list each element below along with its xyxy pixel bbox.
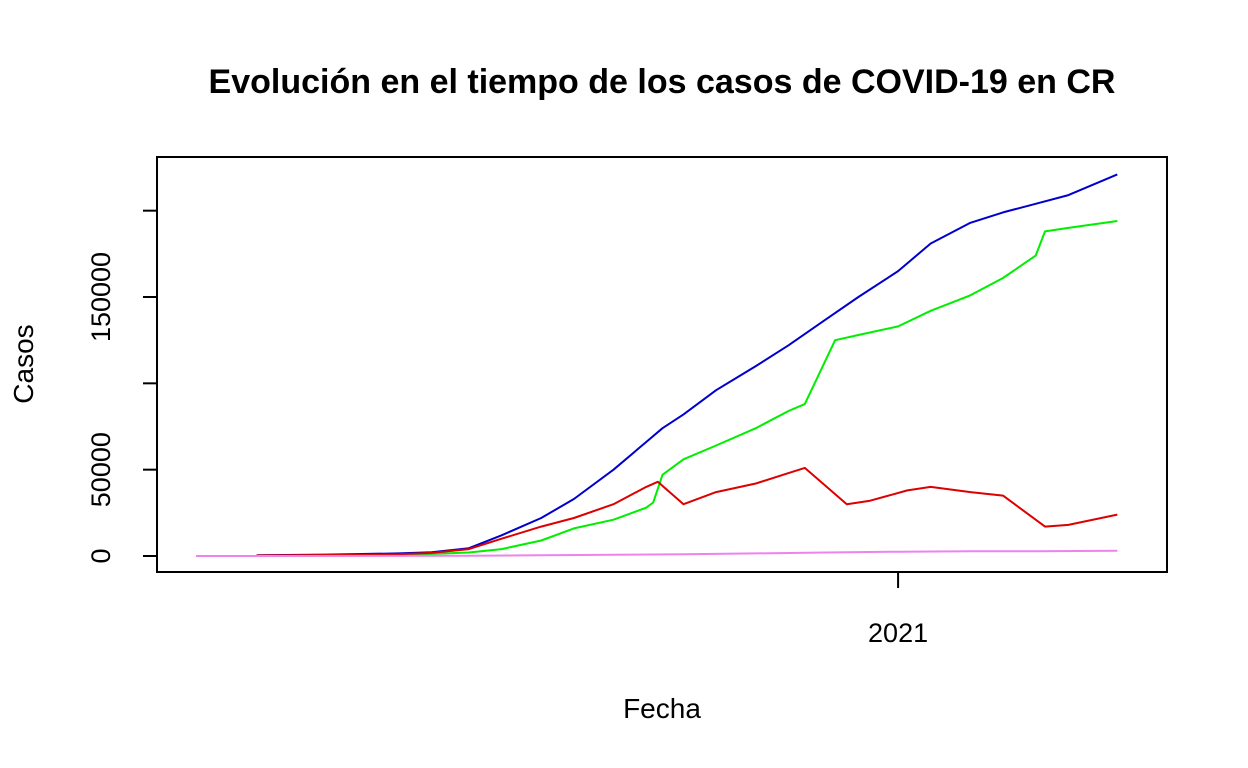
y-axis-label: Casos bbox=[8, 324, 39, 403]
chart-title: Evolución en el tiempo de los casos de C… bbox=[209, 63, 1116, 101]
y-axis: 0 50000 150000 bbox=[86, 209, 157, 564]
plot-frame bbox=[156, 156, 1168, 573]
series-line-4 bbox=[195, 549, 1118, 557]
series-line-3 bbox=[256, 466, 1118, 557]
x-axis-label: Fecha bbox=[623, 693, 701, 724]
y-tick-label: 50000 bbox=[86, 432, 116, 507]
series-layer bbox=[195, 173, 1118, 557]
x-axis: 2021 bbox=[868, 572, 928, 648]
y-tick-label: 0 bbox=[86, 548, 116, 563]
series-line-2 bbox=[256, 220, 1118, 557]
x-tick-label: 2021 bbox=[868, 618, 928, 648]
series-line-1 bbox=[256, 173, 1118, 557]
y-tick-label: 150000 bbox=[86, 252, 116, 342]
